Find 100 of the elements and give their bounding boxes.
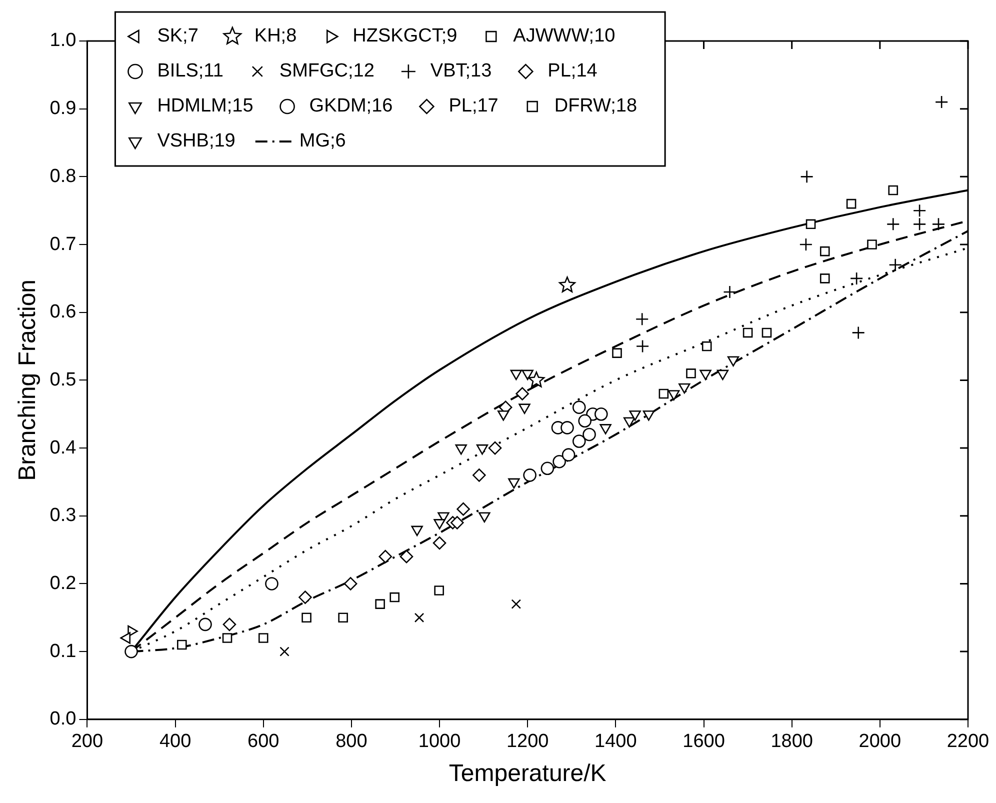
x-tick-label: 800 bbox=[336, 731, 368, 752]
point bbox=[455, 444, 467, 455]
y-tick-label: 0.1 bbox=[50, 640, 76, 662]
y-tick-label: 0.3 bbox=[50, 505, 76, 526]
x-tick-label: 600 bbox=[248, 731, 280, 752]
point bbox=[488, 441, 502, 455]
point bbox=[414, 612, 424, 623]
point bbox=[572, 400, 586, 414]
point bbox=[612, 348, 622, 358]
legend-label: HZSKGCT;9 bbox=[352, 26, 458, 47]
point bbox=[852, 326, 865, 340]
point bbox=[528, 372, 545, 388]
x-tick-label: 1400 bbox=[594, 731, 637, 752]
y-tick-label: 1.0 bbox=[50, 30, 76, 52]
point bbox=[800, 170, 814, 184]
x-tick-label: 1000 bbox=[418, 731, 461, 752]
legend-label: KH;8 bbox=[254, 26, 297, 47]
point bbox=[888, 258, 902, 272]
point bbox=[523, 468, 536, 482]
point bbox=[411, 526, 423, 536]
legend-label: AJWWW;10 bbox=[513, 26, 616, 47]
point bbox=[476, 444, 488, 455]
point bbox=[572, 434, 586, 448]
point bbox=[562, 448, 576, 462]
point bbox=[552, 454, 566, 468]
point bbox=[258, 633, 268, 643]
y-tick-label: 0.8 bbox=[50, 166, 76, 187]
point bbox=[716, 370, 729, 380]
point bbox=[434, 586, 444, 596]
point bbox=[582, 428, 596, 442]
point bbox=[600, 424, 612, 434]
point bbox=[934, 95, 948, 109]
legend-label: SMFGC;12 bbox=[279, 60, 374, 82]
x-tick-label: 400 bbox=[159, 731, 192, 752]
point bbox=[378, 550, 392, 564]
point bbox=[522, 370, 534, 380]
point bbox=[723, 285, 736, 299]
point bbox=[686, 368, 696, 378]
point bbox=[636, 340, 650, 353]
point bbox=[510, 370, 522, 380]
y-axis-title: Branching Fraction bbox=[14, 279, 42, 481]
x-tick-label: 1200 bbox=[506, 731, 549, 752]
legend-label: DFRW;18 bbox=[554, 96, 638, 117]
point bbox=[623, 417, 636, 428]
point bbox=[375, 599, 385, 609]
x-tick-label: 200 bbox=[71, 731, 104, 752]
point bbox=[888, 185, 898, 196]
point bbox=[222, 633, 232, 643]
point bbox=[177, 640, 187, 650]
legend-label: VBT;13 bbox=[430, 60, 492, 82]
y-tick-label: 0.2 bbox=[50, 572, 76, 594]
point bbox=[511, 599, 522, 609]
point bbox=[820, 246, 830, 256]
point bbox=[658, 388, 669, 399]
x-tick-label: 2200 bbox=[946, 731, 990, 752]
y-tick-label: 0.7 bbox=[50, 234, 76, 255]
point bbox=[850, 272, 864, 286]
point bbox=[642, 410, 655, 421]
point bbox=[338, 612, 348, 623]
x-axis-title: Temperature/K bbox=[448, 760, 606, 788]
y-tick-label: 0.4 bbox=[50, 437, 77, 458]
point bbox=[702, 341, 712, 352]
legend-label: PL;14 bbox=[548, 60, 598, 82]
point bbox=[912, 204, 926, 218]
point bbox=[846, 198, 856, 209]
point bbox=[450, 516, 464, 530]
point bbox=[265, 577, 278, 590]
point bbox=[478, 512, 490, 523]
point bbox=[560, 421, 574, 434]
point bbox=[518, 404, 530, 414]
point bbox=[558, 276, 576, 292]
point bbox=[727, 356, 740, 366]
point bbox=[932, 218, 946, 231]
legend-label: MG;6 bbox=[299, 130, 346, 152]
point bbox=[762, 328, 772, 338]
point bbox=[434, 519, 446, 530]
point bbox=[578, 414, 592, 428]
point bbox=[635, 312, 649, 326]
point bbox=[700, 370, 712, 380]
point bbox=[400, 550, 414, 564]
point bbox=[298, 590, 312, 604]
legend-label: VSHB;19 bbox=[157, 130, 236, 152]
x-tick-label: 2000 bbox=[858, 731, 902, 752]
y-tick-label: 0.0 bbox=[50, 708, 76, 730]
point bbox=[820, 274, 830, 284]
point bbox=[806, 219, 816, 230]
y-tick-label: 0.5 bbox=[50, 369, 76, 390]
point bbox=[867, 240, 877, 250]
legend-label: PL;17 bbox=[448, 96, 498, 117]
y-tick-label: 0.9 bbox=[50, 98, 76, 120]
point bbox=[678, 383, 690, 394]
point bbox=[198, 618, 212, 632]
point bbox=[222, 618, 236, 632]
legend-label: SK;7 bbox=[157, 26, 198, 47]
point bbox=[302, 612, 312, 623]
point bbox=[742, 328, 753, 338]
point bbox=[668, 390, 680, 400]
point bbox=[594, 407, 608, 421]
point bbox=[516, 387, 529, 400]
y-tick-label: 0.6 bbox=[50, 302, 76, 323]
